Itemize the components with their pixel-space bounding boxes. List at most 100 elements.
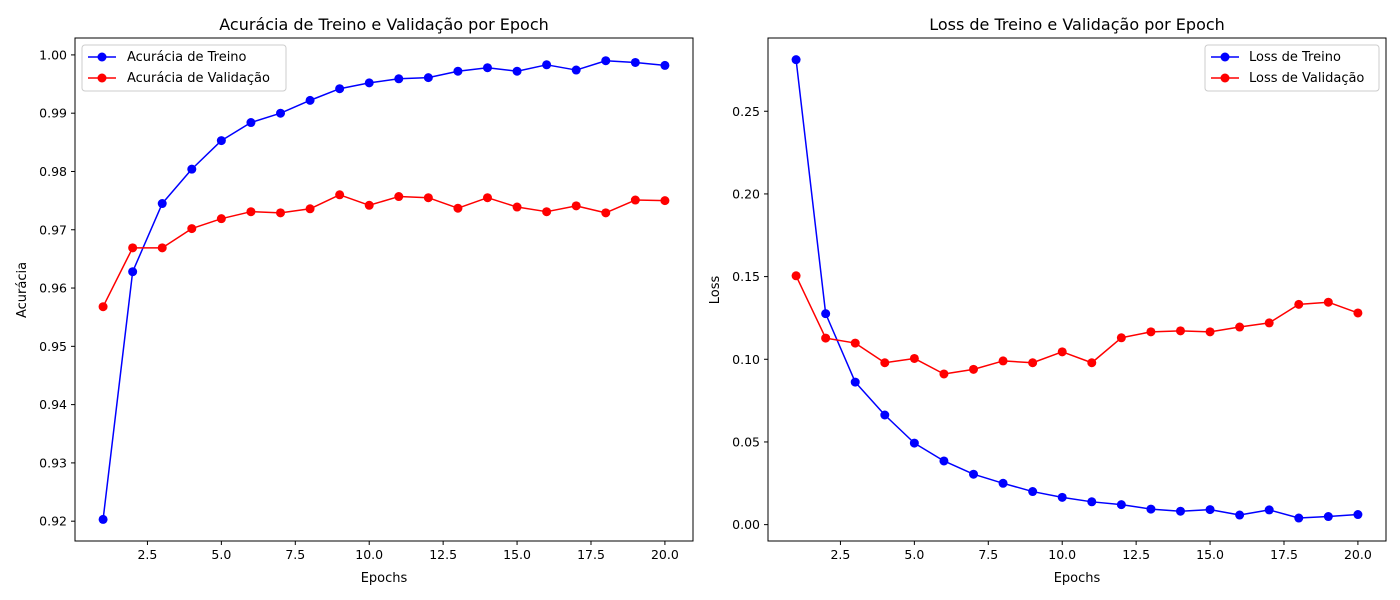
accuracy-y-tick-label: 0.99 xyxy=(39,106,67,121)
loss-x-tick-label: 2.5 xyxy=(830,547,850,562)
accuracy-legend: Acurácia de Treino Acurácia de Validação xyxy=(81,44,287,92)
data-point-validation-accuracy xyxy=(512,202,522,212)
loss-axis-ticks: 2.5 5.0 7.5 10.0 12.5 15.0 17.5 20.0 0.00 0.05 0.1… xyxy=(732,104,1372,562)
legend-marker-train-accuracy xyxy=(97,52,107,62)
data-point-train-loss xyxy=(1116,500,1126,510)
data-point-validation-accuracy xyxy=(364,200,374,210)
data-point-train-accuracy xyxy=(187,164,197,174)
data-point-validation-accuracy xyxy=(276,208,286,218)
data-point-train-accuracy xyxy=(98,514,108,524)
accuracy-x-tick-label: 2.5 xyxy=(137,547,157,562)
series-line-validation-loss xyxy=(795,275,1359,375)
data-point-validation-loss xyxy=(1116,333,1126,343)
loss-y-axis-label: Loss xyxy=(708,276,723,305)
data-point-train-loss xyxy=(880,410,890,420)
loss-y-tick-label: 0.20 xyxy=(732,186,760,201)
loss-y-tick-label: 0.10 xyxy=(732,352,760,367)
legend-marker-validation-loss xyxy=(1220,73,1230,83)
data-point-validation-accuracy xyxy=(216,214,226,224)
data-point-train-accuracy xyxy=(216,136,226,146)
data-point-validation-loss xyxy=(1057,347,1067,357)
data-point-train-loss xyxy=(1353,510,1363,520)
legend-label-validation-accuracy: Acurácia de Validação xyxy=(127,71,270,86)
data-point-validation-accuracy xyxy=(660,196,670,206)
data-point-train-loss xyxy=(791,55,801,65)
accuracy-x-tick-label: 17.5 xyxy=(577,547,605,562)
accuracy-x-tick-label: 5.0 xyxy=(211,547,231,562)
legend-label-train-accuracy: Acurácia de Treino xyxy=(127,50,247,65)
data-point-validation-accuracy xyxy=(571,201,581,211)
data-point-train-loss xyxy=(1028,487,1038,497)
loss-x-tick-label: 5.0 xyxy=(904,547,924,562)
accuracy-chart: Acurácia de Treino e Validação por Epoch… xyxy=(15,15,694,586)
loss-y-tick-label: 0.00 xyxy=(732,517,760,532)
data-point-train-loss xyxy=(1146,504,1156,514)
loss-legend-box xyxy=(1204,44,1380,92)
loss-x-tick-label: 7.5 xyxy=(978,547,998,562)
data-point-train-loss xyxy=(998,478,1008,488)
legend-marker-train-loss xyxy=(1220,52,1230,62)
data-point-validation-accuracy xyxy=(394,192,404,202)
series-line-validation-accuracy xyxy=(102,194,665,308)
accuracy-y-tick-label: 0.97 xyxy=(39,222,67,237)
loss-chart: Loss de Treino e Validação por Epoch Epo… xyxy=(708,15,1387,586)
data-point-validation-loss xyxy=(1146,327,1156,337)
data-point-train-accuracy xyxy=(512,66,522,76)
loss-y-tick-label: 0.15 xyxy=(732,269,760,284)
loss-y-tick-label: 0.25 xyxy=(732,104,760,119)
accuracy-y-tick-label: 0.93 xyxy=(39,455,67,470)
loss-axes-frame xyxy=(767,37,1387,542)
data-point-train-accuracy xyxy=(157,199,167,209)
data-point-validation-accuracy xyxy=(157,243,167,253)
accuracy-x-tick-label: 12.5 xyxy=(429,547,457,562)
accuracy-series-markers xyxy=(98,56,670,524)
data-point-validation-loss xyxy=(1087,358,1097,368)
accuracy-x-tick-label: 7.5 xyxy=(285,547,305,562)
accuracy-series-lines xyxy=(102,59,665,520)
accuracy-y-tick-label: 0.95 xyxy=(39,339,67,354)
data-point-validation-accuracy xyxy=(542,207,552,217)
data-point-validation-accuracy xyxy=(128,243,138,253)
loss-x-tick-label: 12.5 xyxy=(1122,547,1150,562)
data-point-validation-loss xyxy=(909,353,919,363)
legend-marker-validation-accuracy xyxy=(97,73,107,83)
data-point-validation-accuracy xyxy=(246,207,256,217)
data-point-train-loss xyxy=(850,377,860,387)
data-point-train-accuracy xyxy=(542,60,552,70)
accuracy-plot-area xyxy=(75,38,693,541)
data-point-train-loss xyxy=(1294,513,1304,523)
data-point-validation-accuracy xyxy=(98,302,108,312)
data-point-validation-accuracy xyxy=(423,193,433,203)
data-point-train-accuracy xyxy=(394,74,404,84)
data-point-train-loss xyxy=(1057,492,1067,502)
data-point-train-accuracy xyxy=(453,66,463,76)
loss-series-markers xyxy=(791,55,1363,523)
loss-x-tick-label: 20.0 xyxy=(1344,547,1372,562)
data-point-validation-loss xyxy=(939,369,949,379)
data-point-train-accuracy xyxy=(276,108,286,118)
data-point-validation-accuracy xyxy=(601,208,611,218)
accuracy-y-tick-label: 0.98 xyxy=(39,164,67,179)
data-point-validation-loss xyxy=(1353,308,1363,318)
data-point-train-loss xyxy=(1264,505,1274,515)
loss-x-tick-label: 15.0 xyxy=(1196,547,1224,562)
accuracy-y-tick-label: 0.94 xyxy=(39,397,67,412)
data-point-validation-loss xyxy=(1294,299,1304,309)
data-point-validation-loss xyxy=(880,358,890,368)
accuracy-x-axis-label: Epochs xyxy=(361,571,408,586)
accuracy-axis-ticks: 2.5 5.0 7.5 10.0 12.5 15.0 17.5 20.0 0.92 0.93 0.9… xyxy=(39,47,679,562)
data-point-train-loss xyxy=(1087,497,1097,507)
loss-x-axis-label: Epochs xyxy=(1054,571,1101,586)
data-point-validation-loss xyxy=(969,364,979,374)
data-point-train-accuracy xyxy=(335,84,345,94)
loss-series-lines xyxy=(795,59,1359,519)
data-point-validation-accuracy xyxy=(482,193,492,203)
loss-plot-area xyxy=(768,38,1386,541)
legend-label-validation-loss: Loss de Validação xyxy=(1249,71,1364,86)
data-point-validation-loss xyxy=(821,333,831,343)
data-point-train-accuracy xyxy=(571,65,581,75)
data-point-validation-loss xyxy=(1028,358,1038,368)
accuracy-x-tick-label: 10.0 xyxy=(355,547,383,562)
data-point-train-loss xyxy=(1235,510,1245,520)
data-point-train-accuracy xyxy=(364,78,374,88)
